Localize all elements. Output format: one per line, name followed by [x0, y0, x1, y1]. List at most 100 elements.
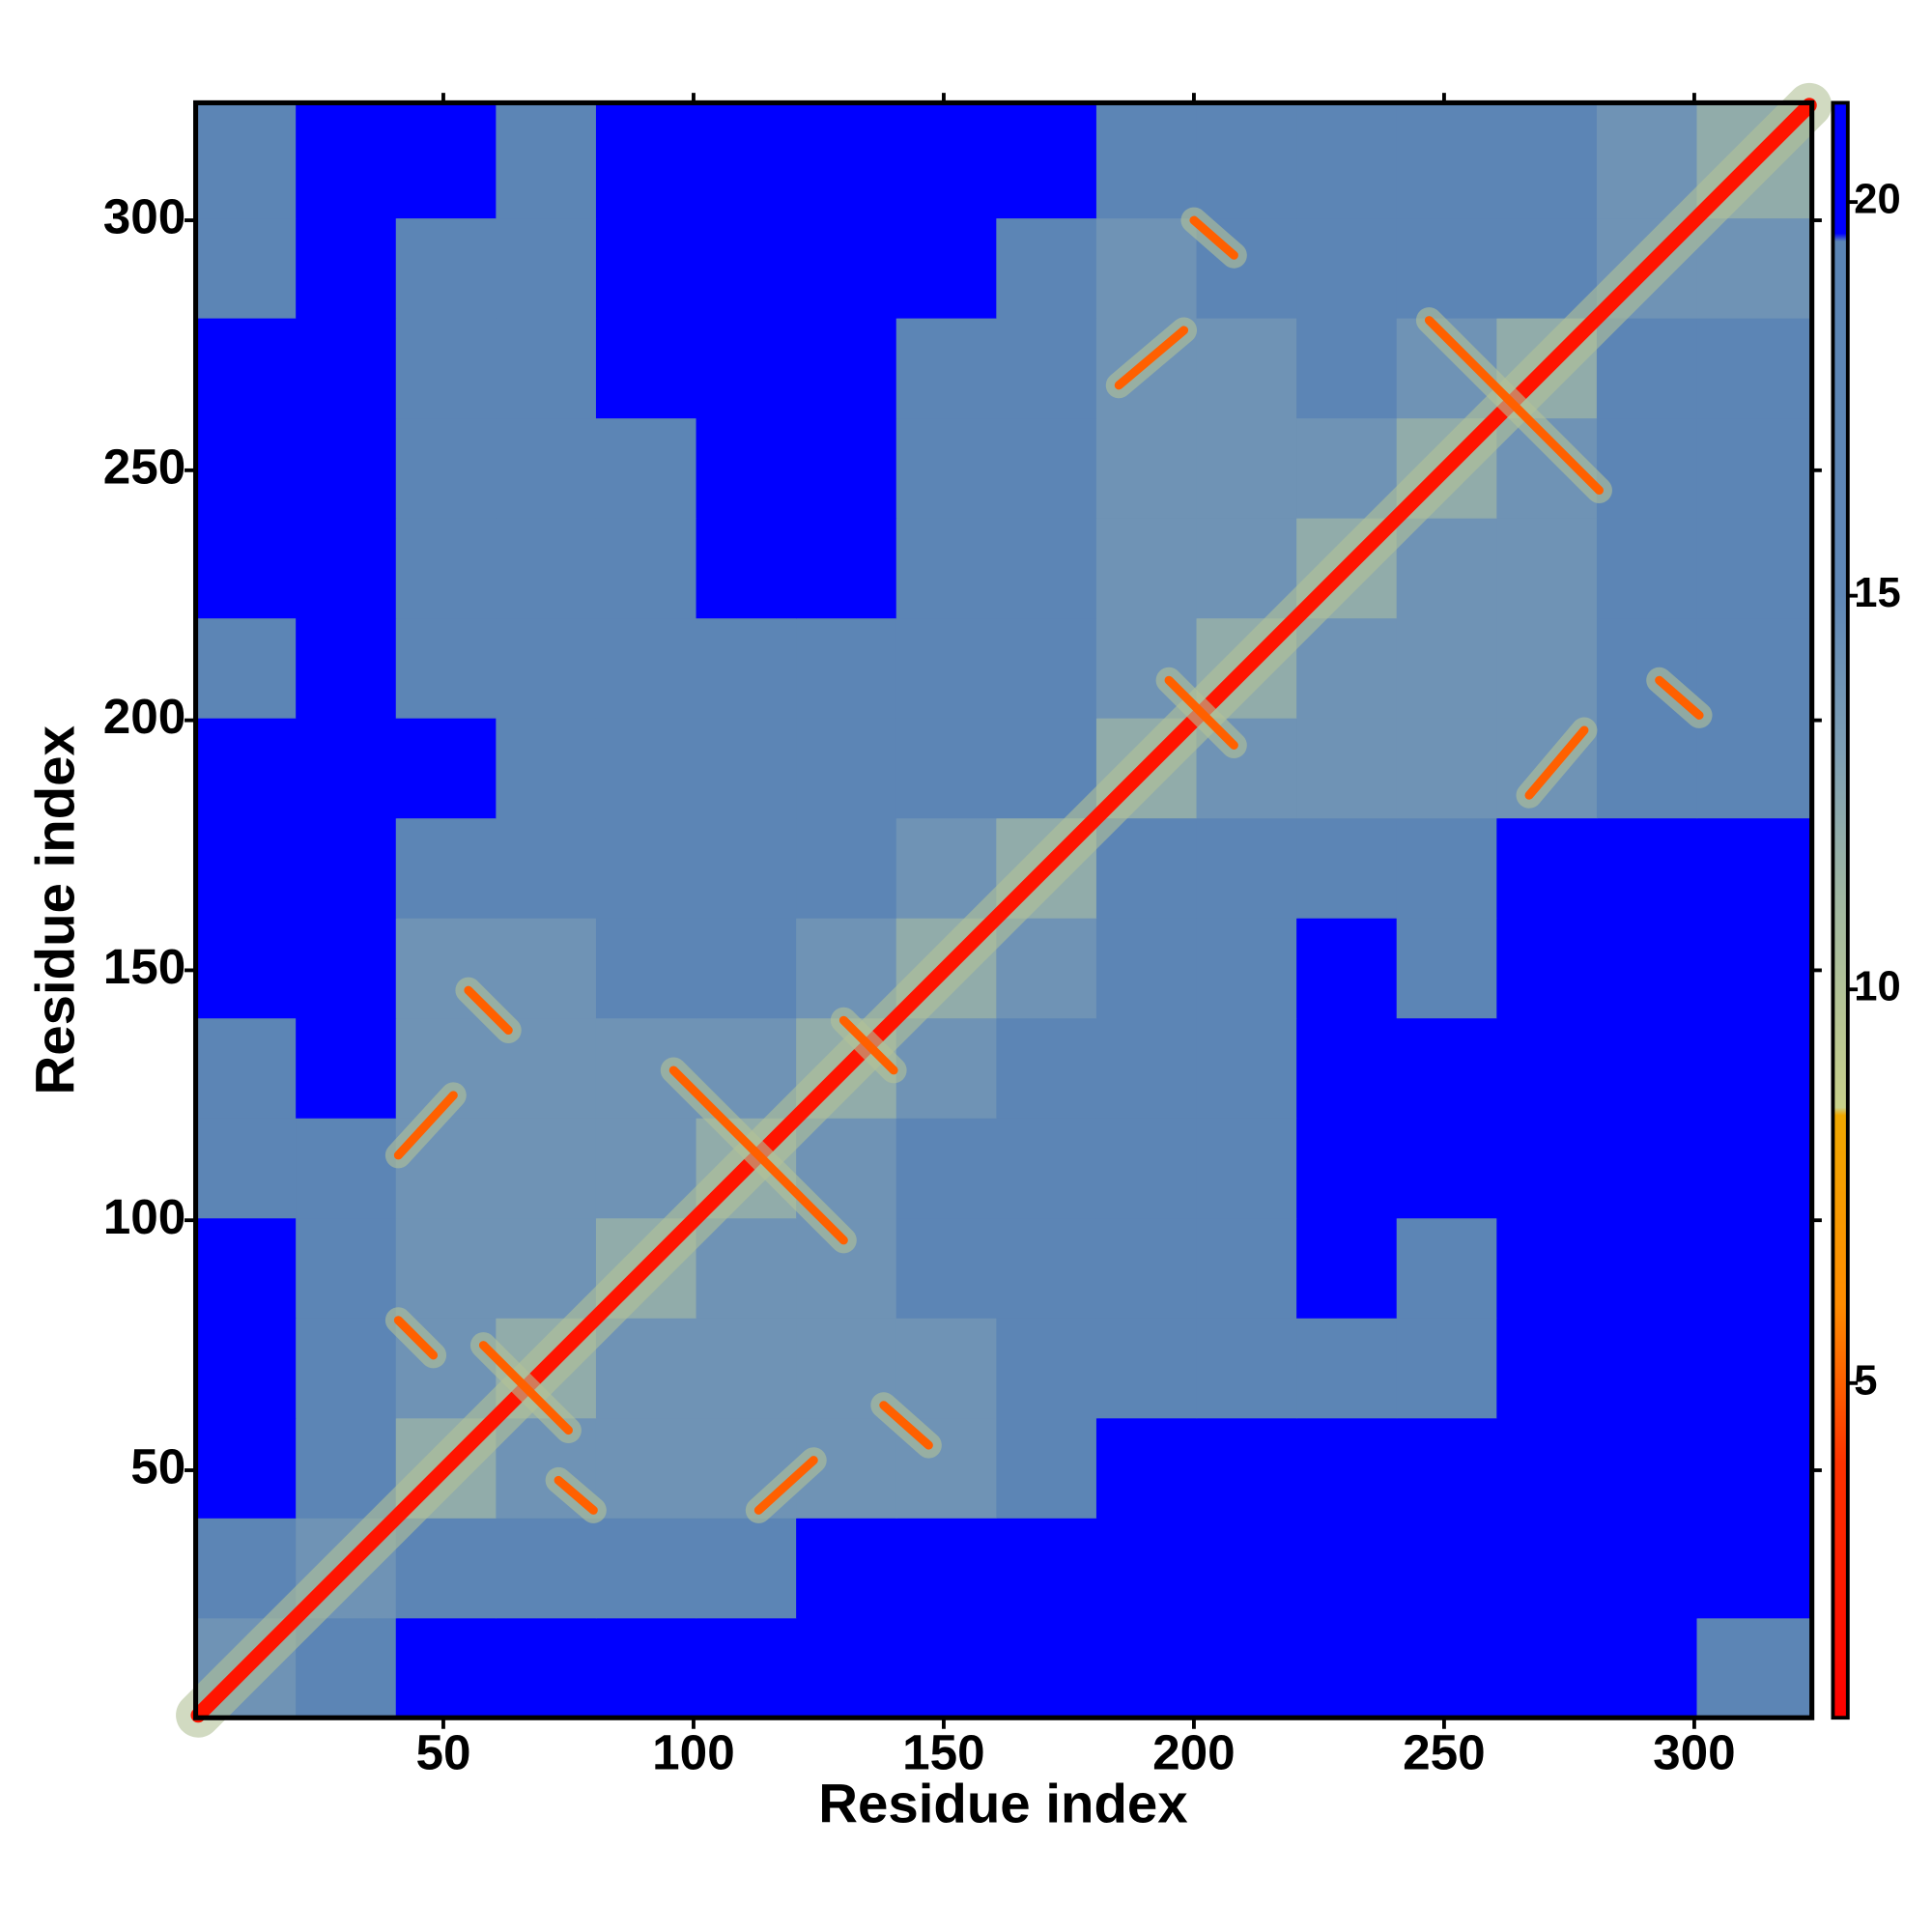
heatmap-cell	[1696, 1417, 1813, 1519]
heatmap-cell	[1596, 518, 1698, 619]
heatmap-cell	[296, 518, 397, 619]
heatmap-cell	[895, 617, 997, 719]
heatmap-cell	[1095, 1518, 1198, 1619]
heatmap-cell	[1696, 417, 1813, 519]
heatmap-cell	[195, 1017, 297, 1119]
heatmap-cell	[895, 217, 997, 319]
heatmap-cell	[496, 617, 597, 719]
heatmap-cell	[195, 1518, 297, 1619]
heatmap-cell	[1696, 217, 1813, 319]
heatmap-cell	[395, 518, 497, 619]
heatmap-cell	[296, 1017, 397, 1119]
heatmap-cell	[1396, 1318, 1497, 1419]
heatmap-cell	[1596, 102, 1698, 219]
heatmap-cell	[296, 1417, 397, 1519]
contact-line	[393, 1091, 458, 1160]
heatmap-cell	[895, 518, 997, 619]
heatmap-cell	[195, 918, 297, 1019]
heatmap-cell	[996, 102, 1097, 219]
heatmap-cell	[796, 417, 897, 519]
heatmap-cell	[796, 617, 897, 719]
heatmap-cell	[696, 1518, 797, 1619]
heatmap-cell	[1596, 1318, 1698, 1419]
heatmap-cell	[1596, 1617, 1698, 1719]
heatmap-cell	[1696, 617, 1813, 719]
heatmap-cell	[895, 417, 997, 519]
heatmap-cell	[595, 417, 697, 519]
heatmap-cell	[296, 317, 397, 419]
x-tick-label: 250	[1403, 1724, 1486, 1779]
heatmap-cell	[195, 317, 297, 419]
heatmap-cell	[996, 1017, 1097, 1119]
heatmap-cell	[1095, 817, 1198, 919]
heatmap-cell	[595, 102, 697, 219]
heatmap-cell	[395, 1518, 497, 1619]
heatmap-cell	[796, 217, 897, 319]
heatmap-cell	[1396, 1017, 1497, 1119]
heatmap-cell	[496, 1518, 597, 1619]
heatmap-cell	[296, 417, 397, 519]
contact-line	[478, 1341, 573, 1435]
heatmap-cell	[1396, 217, 1497, 319]
y-tick-label: 50	[130, 1439, 185, 1494]
heatmap-cell	[696, 417, 797, 519]
heatmap-cell	[296, 817, 397, 919]
heatmap-cell	[895, 1217, 997, 1319]
heatmap-cell	[696, 1617, 797, 1719]
heatmap-cell	[395, 817, 497, 919]
heatmap-cell	[796, 1617, 897, 1719]
heatmap-cell	[1196, 102, 1297, 219]
heatmap-cell	[296, 1118, 397, 1219]
heatmap-cell	[595, 518, 697, 619]
heatmap-cell	[1696, 317, 1813, 419]
heatmap-cell	[696, 718, 797, 819]
heatmap-cell	[1196, 817, 1297, 919]
heatmap-cell	[296, 617, 397, 719]
heatmap-cell	[595, 617, 697, 719]
heatmap-cell	[296, 1217, 397, 1319]
heatmap-cell	[895, 317, 997, 419]
heatmap-cell	[1296, 1617, 1398, 1719]
heatmap-cell	[1396, 102, 1497, 219]
heatmap-cell	[1196, 918, 1297, 1019]
heatmap-cell	[1296, 817, 1398, 919]
heatmap-cell	[796, 1518, 897, 1619]
heatmap-cell	[1296, 1217, 1398, 1319]
heatmap-cell	[796, 817, 897, 919]
heatmap-cell	[696, 918, 797, 1019]
heatmap-cell	[1696, 1118, 1813, 1219]
heatmap-cell	[1596, 417, 1698, 519]
contact-line	[1114, 326, 1189, 390]
heatmap-cell	[296, 102, 397, 219]
heatmap-cell	[1596, 1217, 1698, 1319]
heatmap-cell	[195, 102, 297, 219]
heatmap-cell	[1696, 1217, 1813, 1319]
heatmap-cell	[595, 217, 697, 319]
heatmap-cell	[1596, 1118, 1698, 1219]
heatmap-cell	[296, 217, 397, 319]
heatmap-cell	[895, 817, 997, 919]
heatmap-cell	[1296, 102, 1398, 219]
heatmap-cell	[996, 1318, 1097, 1419]
heatmap-cell	[1196, 1417, 1297, 1519]
heatmap-cell	[1696, 918, 1813, 1019]
heatmap-cell	[1196, 518, 1297, 619]
heatmap-cell	[1296, 617, 1398, 719]
heatmap-cell	[195, 518, 297, 619]
heatmap-cell	[996, 518, 1097, 619]
heatmap-cell	[195, 217, 297, 319]
y-tick-label: 300	[103, 189, 186, 244]
heatmap-cell	[595, 1617, 697, 1719]
heatmap-cell	[1095, 1617, 1198, 1719]
heatmap-cell	[1296, 1518, 1398, 1619]
heatmap-cell	[195, 1318, 297, 1419]
heatmap-cell	[1596, 1518, 1698, 1619]
contact-line	[1424, 316, 1604, 496]
heatmap-cell	[1496, 918, 1598, 1019]
heatmap-cell	[1596, 1017, 1698, 1119]
heatmap-cell	[595, 918, 697, 1019]
heatmap-cell	[1095, 918, 1198, 1019]
x-tick-label: 300	[1653, 1724, 1736, 1779]
y-axis-label: Residue index	[24, 725, 85, 1094]
heatmap-cell	[1396, 1518, 1497, 1619]
